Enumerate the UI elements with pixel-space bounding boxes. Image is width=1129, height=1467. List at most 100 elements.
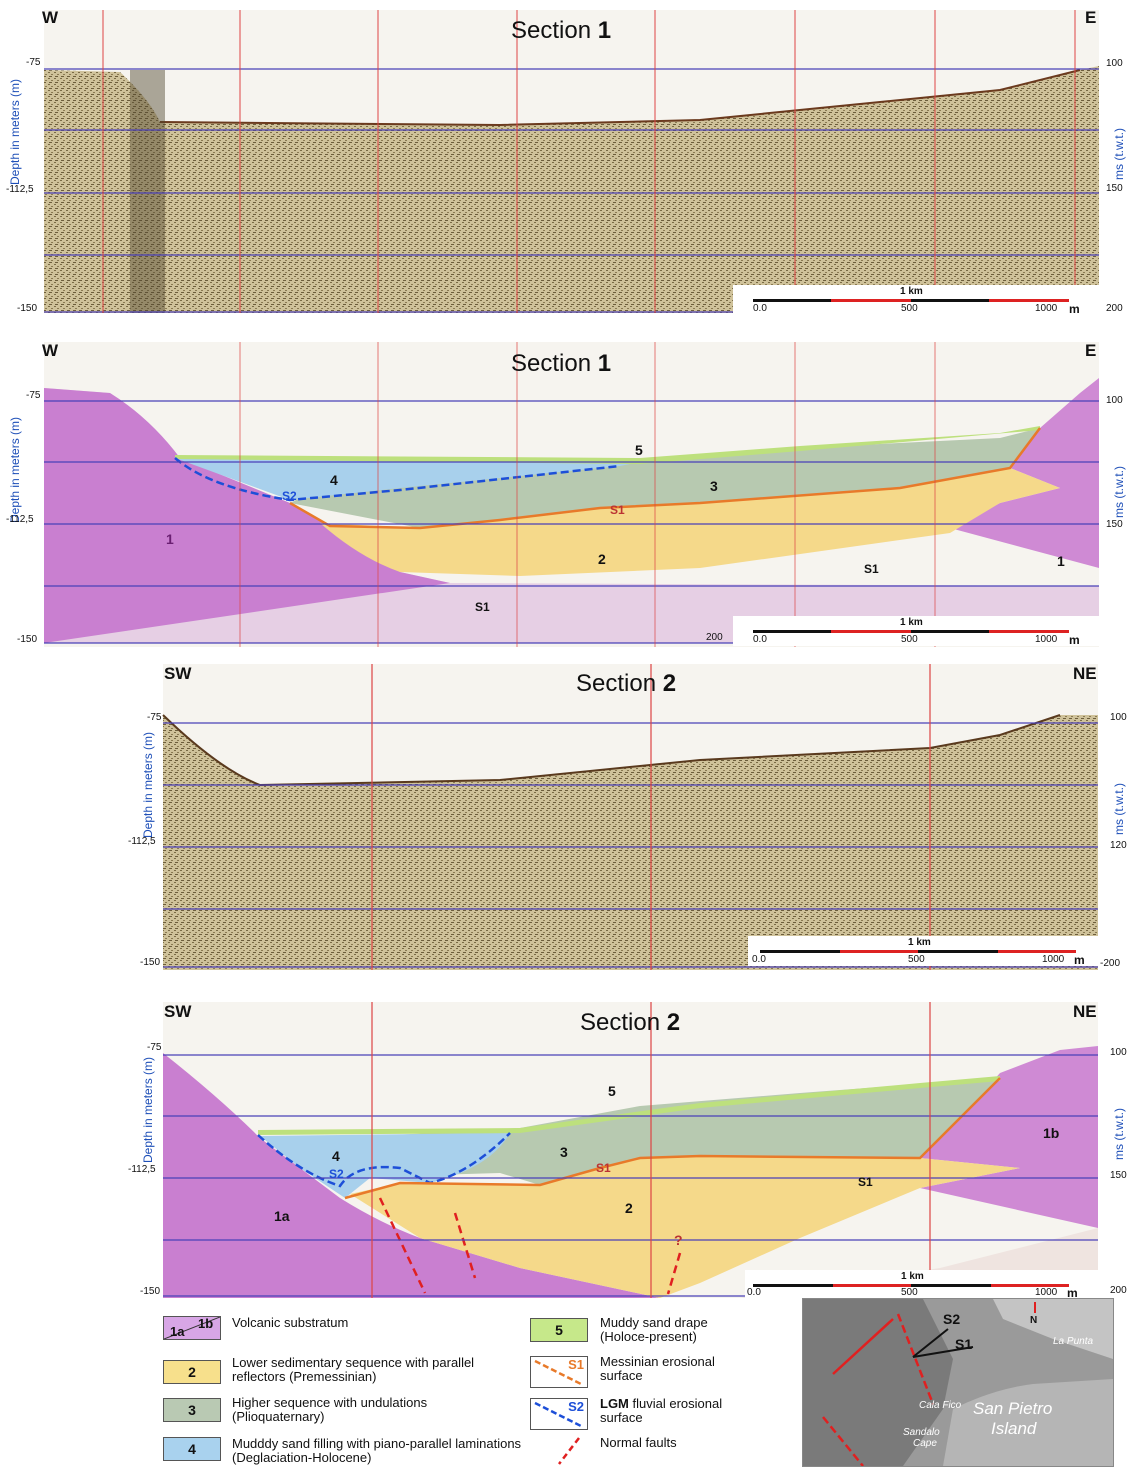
tick-left: -150 <box>17 634 38 645</box>
north-arrow-label: N <box>1030 1315 1038 1326</box>
tick-left: -112,5 <box>128 836 156 847</box>
seismic-profile-section-1-raw <box>44 10 1099 313</box>
section-title: Section 1 <box>511 350 612 377</box>
y-axis-label-right: ms (t.w.t.) <box>1112 128 1126 180</box>
y-axis-label-left: Depth in meters (m) <box>8 78 22 185</box>
y-axis-label-right: ms (t.w.t.) <box>1112 466 1126 518</box>
scale-bar: 1 km 0.0 500 1000 m <box>745 1270 1098 1300</box>
tick-left: -150 <box>140 957 161 968</box>
scale-bar: 1 km 0.0 500 1000 m <box>733 285 1099 316</box>
legend-text-5: Muddy sand drape (Holoce-present) <box>600 1315 708 1344</box>
direction-east: E <box>1085 8 1097 27</box>
unit-label-4: 4 <box>330 472 338 488</box>
direction-west: W <box>42 341 59 360</box>
tick-left: -112,5 <box>128 1164 156 1175</box>
unit-label-1: 1 <box>1057 553 1065 569</box>
section-1-interpreted-panel: W E Section 1 Depth in meters (m) ms (t.… <box>0 338 1129 658</box>
map-label-cape: Cape <box>913 1438 937 1449</box>
unit-label-1a: 1a <box>274 1208 290 1224</box>
tick-right: -200 <box>1100 958 1121 969</box>
tick-right: 150 <box>1110 1170 1127 1181</box>
y-axis-label-right: ms (t.w.t.) <box>1112 783 1126 835</box>
legend-swatch-fault <box>558 1437 580 1465</box>
interpreted-profile-section-2 <box>163 1002 1098 1298</box>
tick-right: 120 <box>1110 840 1127 851</box>
tick-right: 100 <box>1106 395 1123 406</box>
direction-southwest: SW <box>164 664 192 683</box>
legend-swatch-3: 3 <box>163 1398 221 1422</box>
section-2-raw-panel: SW NE Section 2 Depth in meters (m) ms (… <box>0 660 1129 980</box>
unit-label-5: 5 <box>635 442 643 458</box>
legend-swatch-5: 5 <box>530 1318 588 1342</box>
section-2-interpreted-panel: SW NE Section 2 Depth in meters (m) ms (… <box>0 998 1129 1300</box>
unit-label-1b: 1b <box>1043 1125 1060 1141</box>
legend-text-faults: Normal faults <box>600 1435 677 1450</box>
surface-label-s1: S1 <box>864 562 879 576</box>
unit-label-1: 1 <box>166 531 174 547</box>
tick-right: 200 <box>1110 1285 1127 1296</box>
direction-northeast: NE <box>1073 1002 1097 1021</box>
y-axis-label-left: Depth in meters (m) <box>141 1056 155 1163</box>
tick-right: 100 <box>1110 712 1127 723</box>
unit-label-3: 3 <box>710 478 718 494</box>
legend-swatch-4: 4 <box>163 1437 221 1461</box>
legend-swatch-s2: S2 <box>530 1398 588 1430</box>
surface-label-s2: S2 <box>282 489 297 503</box>
section-1-raw-panel: W E Section 1 Depth in meters (m) ms (t.… <box>0 0 1129 320</box>
unit-label-4: 4 <box>332 1148 340 1164</box>
tick-right: 200 <box>1106 303 1123 314</box>
direction-southwest: SW <box>164 1002 192 1021</box>
y-axis-label-left: Depth in meters (m) <box>141 731 155 838</box>
location-map: S2 S1 N La Punta San Pietro Island Cala … <box>802 1298 1114 1467</box>
map-label-sandalo: Sandalo <box>903 1427 940 1438</box>
legend-text-s1: Messinian erosional surface <box>600 1354 715 1383</box>
surface-label-s1: S1 <box>858 1175 873 1189</box>
y-axis-label-left: Depth in meters (m) <box>8 416 22 523</box>
scale-bar: 1 km 0.0 500 1000 m <box>748 936 1098 967</box>
surface-label-s1: S1 <box>475 600 490 614</box>
legend-text-3: Higher sequence with undulations (Plioqu… <box>232 1395 428 1424</box>
direction-west: W <box>42 8 59 27</box>
map-label-s2: S2 <box>943 1311 961 1327</box>
map-label-san-pietro: San Pietro <box>973 1399 1053 1418</box>
surface-label-s2: S2 <box>329 1167 344 1181</box>
section-title: Section 1 <box>511 17 612 44</box>
legend-swatch-1: 1a 1b <box>163 1316 221 1340</box>
tick-left: -112,5 <box>6 184 34 195</box>
map-label-la-punta: La Punta <box>1053 1336 1094 1347</box>
direction-northeast: NE <box>1073 664 1097 683</box>
unit-label-3: 3 <box>560 1144 568 1160</box>
legend-swatch-2: 2 <box>163 1360 221 1384</box>
surface-label-s1: S1 <box>596 1161 611 1175</box>
tick-left: -150 <box>140 1286 161 1297</box>
tick-left: -75 <box>147 1042 162 1053</box>
tick-right: 100 <box>1110 1047 1127 1058</box>
unit-label-2: 2 <box>598 551 606 567</box>
fault-question-mark: ? <box>674 1232 683 1248</box>
direction-east: E <box>1085 341 1097 360</box>
map-label-cala-fico: Cala Fico <box>919 1400 962 1411</box>
map-label-island: Island <box>991 1419 1037 1438</box>
legend-text-2: Lower sedimentary sequence with parallel… <box>232 1355 475 1384</box>
map-label-s1: S1 <box>955 1336 973 1352</box>
tick-right: 150 <box>1106 519 1123 530</box>
section-title: Section 2 <box>580 1009 681 1036</box>
section-title: Section 2 <box>576 670 677 697</box>
surface-label-s1: S1 <box>610 503 625 517</box>
tick-left: -112,5 <box>6 514 34 525</box>
interpreted-profile-section-1 <box>44 342 1099 647</box>
scale-bar: 1 km 0.0 500 1000 m <box>733 616 1099 647</box>
tick-extra: 200 <box>706 632 723 643</box>
tick-left: -150 <box>17 303 38 314</box>
legend-text-1: Volcanic substratum <box>232 1315 349 1330</box>
unit-label-5: 5 <box>608 1083 616 1099</box>
tick-left: -75 <box>147 712 162 723</box>
y-axis-label-right: ms (t.w.t.) <box>1112 1108 1126 1160</box>
legend-text-s2: LGM fluvial erosional surface <box>600 1396 723 1425</box>
tick-right: 150 <box>1106 183 1123 194</box>
tick-left: -75 <box>26 57 41 68</box>
legend-swatch-s1: S1 <box>530 1356 588 1388</box>
tick-right: 100 <box>1106 58 1123 69</box>
tick-left: -75 <box>26 390 41 401</box>
unit-label-2: 2 <box>625 1200 633 1216</box>
